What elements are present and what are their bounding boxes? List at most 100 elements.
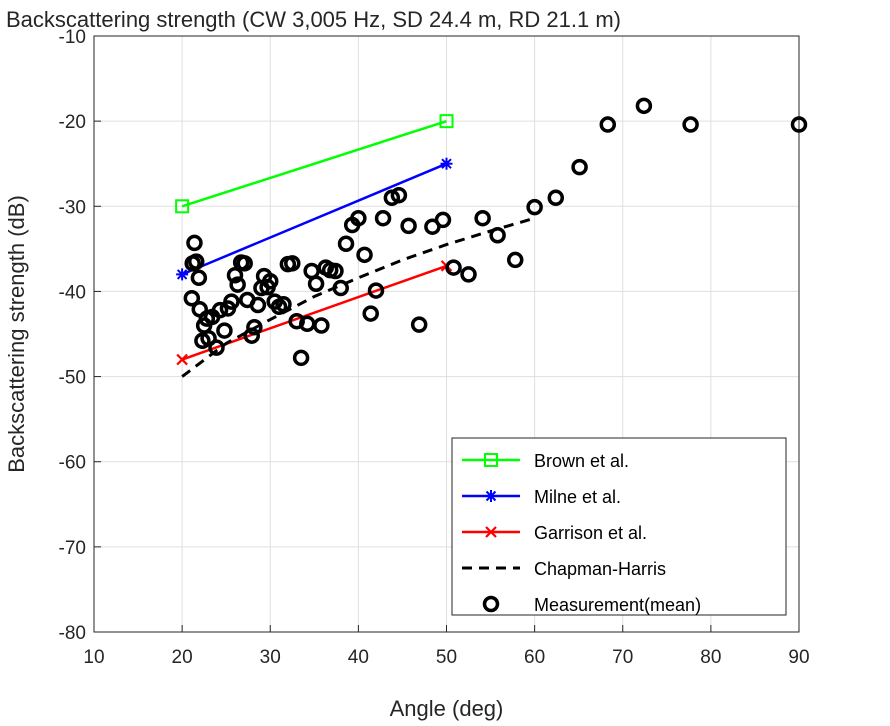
chart-title: Backscattering strength (CW 3,005 Hz, SD… [6,7,621,32]
legend-label: Garrison et al. [534,523,647,543]
data-point [440,157,453,170]
data-point [176,353,188,366]
legend: Brown et al. Milne et al. Garrison et al. C… [451,437,787,616]
y-tick-label: -80 [59,623,86,644]
asterisk-stroke [176,269,188,280]
y-tick-label: -20 [59,112,86,133]
x-stroke [485,526,497,538]
y-tick-label: -50 [59,368,86,389]
legend-entry: Milne et al. [462,487,621,507]
legend-marker [482,595,500,613]
x-axis-label: Angle (deg) [390,696,504,721]
series-line [181,216,536,378]
legend-entry: Brown et al. [462,451,629,471]
data-point [249,296,267,314]
series-chapman-harris [181,216,536,378]
legend-marker [485,490,497,502]
legend-label: Brown et al. [534,451,629,471]
x-tick-label: 60 [524,647,545,668]
legend-entry: Measurement(mean) [482,595,701,615]
legend-marker [484,453,498,467]
data-point [243,327,260,344]
data-point [439,114,454,129]
data-point [599,116,617,133]
y-tick-label: -60 [59,453,86,474]
data-point [506,251,524,269]
data-point [229,276,246,293]
data-point [374,209,392,227]
data-point [682,116,699,133]
data-point [327,262,344,280]
x-tick-label: 10 [83,647,104,668]
data-point [434,211,452,229]
y-axis-label: Backscattering strength (dB) [4,195,29,473]
legend-label: Chapman-Harris [534,559,666,579]
data-point [635,97,653,115]
data-point [350,209,367,227]
x-tick-label: 40 [348,647,369,668]
data-point [223,293,240,310]
data-point [184,255,201,272]
data-point [410,316,428,333]
data-point [489,226,506,244]
data-point [332,279,349,297]
data-point [216,322,233,339]
y-tick-label: -70 [59,538,86,559]
data-point [246,318,263,336]
asterisk-stroke [485,490,497,502]
series-brown-et-al [175,114,454,214]
data-point [390,186,408,204]
axis-ticks: 10 20 30 40 50 60 70 80 90 -80 -70 -60 -50 -40 -30 -20 -… [59,27,810,668]
x-tick-label: 30 [260,647,281,668]
y-tick-label: -40 [59,282,86,303]
data-point [236,255,253,272]
data-point [460,266,477,283]
data-point [186,234,203,252]
y-tick-label: -10 [59,27,86,48]
data-point [547,189,565,207]
data-point [313,317,330,334]
legend-entry: Chapman-Harris [462,559,666,579]
data-point [208,339,225,356]
x-tick-label: 70 [612,647,633,668]
data-point [571,158,588,176]
data-point [200,330,217,347]
asterisk-stroke [441,158,452,169]
y-tick-label: -30 [59,197,86,218]
series-measurement-mean [183,97,808,367]
x-tick-label: 80 [700,647,721,668]
x-stroke [176,353,188,366]
data-point [176,268,189,281]
data-point [400,217,417,235]
data-point [362,305,379,322]
data-point [190,269,208,287]
data-point [367,282,385,299]
legend-label: Measurement(mean) [534,595,701,615]
data-point [284,255,301,272]
x-tick-label: 90 [788,647,809,668]
series-layer [175,97,808,378]
data-point [275,295,292,313]
data-point [474,209,491,227]
data-point [226,267,244,284]
data-point [445,259,462,276]
legend-label: Milne et al. [534,487,621,507]
data-point [175,199,190,214]
data-point [292,349,310,367]
data-point [526,198,543,216]
legend-entry: Garrison et al. [462,523,647,543]
legend-marker [485,526,497,538]
x-tick-label: 20 [172,647,193,668]
data-point [262,272,279,290]
series-line [181,162,447,276]
data-point [337,235,355,252]
data-point [183,289,201,307]
data-point [307,275,325,293]
data-point [790,116,808,133]
data-point [356,246,373,264]
data-point [211,301,229,319]
series-line [181,119,447,208]
series-milne-et-al [176,157,453,281]
legend-box [451,437,787,616]
